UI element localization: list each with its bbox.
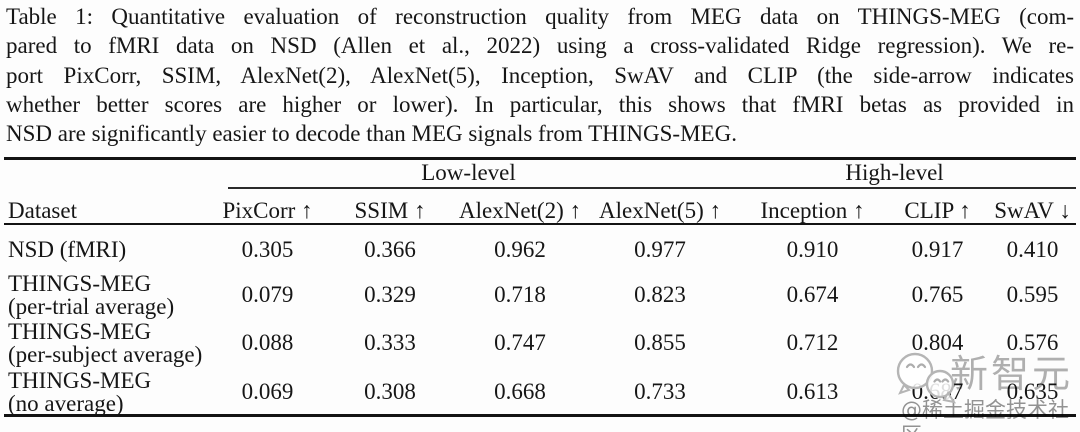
metric-value-cell: 0.635 <box>1006 378 1059 404</box>
group-spacer <box>0 157 210 188</box>
metric-value-cell: 0.910 <box>786 236 839 262</box>
caption-line: Table 1: Quantitative evaluation of reco… <box>6 4 1074 29</box>
metric-value-cell: 0.595 <box>1006 282 1059 307</box>
metric-value-cell: 0.333 <box>364 330 416 355</box>
dataset-label: THINGS-MEG (no average) <box>8 367 152 416</box>
table-bottom-rule <box>4 414 1076 417</box>
metric-value-cell: 0.747 <box>494 330 546 355</box>
metric-value-cell: 0.079 <box>241 282 294 307</box>
metric-value-cell: 0.718 <box>494 282 546 307</box>
table-header-rule <box>4 223 1076 225</box>
column-header-alexnet2: AlexNet(2) ↑ <box>459 198 581 223</box>
column-header-pixcorr: PixCorr ↑ <box>222 198 313 223</box>
dataset-label: NSD (fMRI) <box>8 237 127 262</box>
table-row: THINGS-MEG (per-subject average) 0.088 0… <box>0 320 1080 366</box>
table-caption: Table 1: Quantitative evaluation of reco… <box>6 2 1074 148</box>
metric-value-cell: 0.962 <box>494 236 546 262</box>
metric-value-cell: 0.712 <box>786 330 839 355</box>
metric-value-cell: 0.305 <box>241 236 294 262</box>
results-table: Low-level High-level Dataset PixCorr ↑ S… <box>0 157 1080 417</box>
wechat-smiley-icon <box>890 349 968 405</box>
dataset-label: THINGS-MEG (per-trial average) <box>8 271 175 319</box>
table-row: THINGS-MEG (per-trial average) 0.079 0.3… <box>0 270 1080 320</box>
column-header-clip: CLIP ↑ <box>904 198 971 223</box>
caption-line: pared to fMRI data on NSD (Allen et al.,… <box>6 33 1074 59</box>
table-row: NSD (fMRI) 0.305 0.366 0.962 0.977 0.910… <box>0 229 1080 270</box>
metric-value-cell: 0.088 <box>241 330 294 355</box>
metric-value-cell: 0.823 <box>634 282 686 307</box>
watermark-brand-text: 新智元 <box>950 352 1074 396</box>
column-header-alexnet5: AlexNet(5) ↑ <box>599 198 721 223</box>
metric-value-cell: 0.329 <box>364 282 416 307</box>
table-cmid-rule <box>228 187 1076 189</box>
metric-value-cell: 0.668 <box>494 378 546 404</box>
metric-value-cell: 0.410 <box>1006 236 1059 262</box>
metric-value-cell: 0.366 <box>364 236 416 262</box>
metric-value-cell: 0.674 <box>786 282 839 307</box>
caption-line: NSD are significantly easier to decode t… <box>6 121 737 147</box>
metric-value-cell: 0.765 <box>911 282 964 307</box>
table-row: THINGS-MEG (no average) 0.069 0.308 0.66… <box>0 366 1080 417</box>
column-header-ssim: SSIM ↑ <box>354 198 426 223</box>
column-header-swav: SwAV ↓ <box>994 198 1071 223</box>
results-table-wrapper: Low-level High-level Dataset PixCorr ↑ S… <box>0 157 1080 421</box>
column-header-inception: Inception ↑ <box>760 198 865 223</box>
group-header-row: Low-level High-level <box>0 157 1080 188</box>
metric-value-cell: 0.917 <box>911 236 964 262</box>
metric-value-cell: 0.576 <box>1006 330 1059 355</box>
metric-value-cell: 0.613 <box>786 378 839 404</box>
metric-value-cell: 0.733 <box>634 378 686 404</box>
table-top-rule <box>4 157 1076 160</box>
group-header-high-level: High-level <box>845 159 944 185</box>
metric-value-cell: 0.069 <box>241 378 294 404</box>
caption-line: port PixCorr, SSIM, AlexNet(2), AlexNet(… <box>6 62 1074 88</box>
column-header-dataset: Dataset <box>8 198 77 223</box>
metric-value-cell: 0.977 <box>634 236 686 262</box>
watermark-credit-text: @稀土掘金技术社区 <box>901 398 1069 432</box>
group-header-low-level: Low-level <box>421 159 516 185</box>
metric-value-cell: 0.855 <box>634 330 686 355</box>
metric-value-cell: 0.804 <box>911 330 964 355</box>
caption-line: whether better scores are higher or lowe… <box>6 91 1074 117</box>
dataset-label: THINGS-MEG (per-subject average) <box>8 319 203 367</box>
metric-value-cell: 0.308 <box>364 378 416 404</box>
column-header-row: Dataset PixCorr ↑ SSIM ↑ AlexNet(2) ↑ Al… <box>0 188 1080 229</box>
